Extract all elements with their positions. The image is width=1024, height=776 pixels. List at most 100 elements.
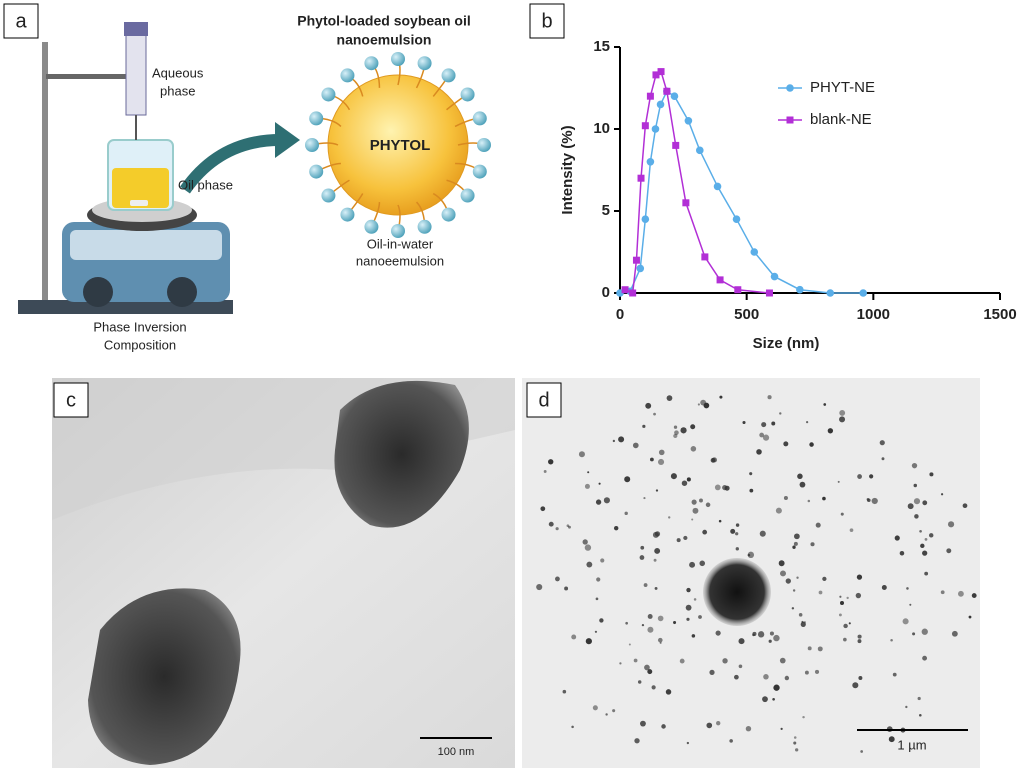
data-point <box>732 215 741 223</box>
speckle <box>838 613 842 617</box>
speckle <box>647 669 653 675</box>
data-point <box>682 199 690 207</box>
speckle <box>624 476 631 483</box>
speckle <box>902 618 909 625</box>
speckle <box>783 441 789 447</box>
arrow <box>180 134 281 194</box>
scale-bar-label: 1 µm <box>897 737 926 752</box>
speckle <box>613 525 619 531</box>
data-point <box>629 289 637 297</box>
speckle <box>661 724 666 729</box>
speckle <box>759 432 765 438</box>
speckle <box>802 715 805 719</box>
speckle <box>585 638 592 645</box>
speckle <box>922 500 928 506</box>
surfactant-head <box>305 138 319 152</box>
speckle <box>752 633 755 637</box>
speckle <box>800 621 806 627</box>
speckle <box>619 662 622 665</box>
speckle <box>846 596 849 600</box>
speckle <box>624 511 628 516</box>
speckle <box>762 434 770 441</box>
speckle <box>762 696 768 703</box>
speckle <box>679 658 685 664</box>
data-point <box>657 68 665 76</box>
speckle <box>683 535 688 541</box>
data-point <box>646 158 655 166</box>
method-label: Phase Inversion <box>93 319 186 334</box>
speckle <box>951 630 958 637</box>
speckle <box>709 669 715 675</box>
surfactant-head <box>472 164 487 179</box>
oil-phase-label: Oil phase <box>178 177 233 192</box>
y-tick-label: 0 <box>602 284 610 301</box>
data-point <box>796 285 804 294</box>
speckle <box>785 578 791 584</box>
speckle <box>756 449 762 455</box>
speckle <box>693 598 697 601</box>
speckle <box>692 507 699 514</box>
speckle <box>792 589 796 592</box>
aqueous-label: phase <box>160 83 195 98</box>
speckle <box>673 621 677 625</box>
speckle <box>796 576 799 579</box>
stand-pole <box>42 42 48 304</box>
speckle <box>839 416 846 423</box>
data-point <box>621 286 629 294</box>
speckle <box>779 412 782 415</box>
speckle <box>773 634 780 642</box>
speckle <box>595 597 599 601</box>
speckle <box>612 439 616 443</box>
speckle <box>644 664 650 671</box>
speckle <box>879 440 885 446</box>
surfactant-head <box>441 207 456 222</box>
speckle <box>605 713 608 716</box>
data-point <box>637 174 645 182</box>
speckle <box>642 424 646 428</box>
speckle <box>730 528 736 534</box>
central-droplet <box>703 558 771 626</box>
speckle <box>778 560 785 567</box>
surfactant-head <box>340 68 355 83</box>
speckle <box>643 583 648 587</box>
speckle <box>555 527 559 531</box>
surfactant-head <box>472 111 487 126</box>
speckle <box>548 521 554 527</box>
data-point <box>765 289 773 297</box>
core-label: PHYTOL <box>370 137 431 154</box>
chart: Size (nm) Intensity (%) 0 5 10 15 0 500 1000 15… <box>559 38 1017 352</box>
speckle <box>594 630 598 633</box>
speckle <box>543 470 547 473</box>
speckle <box>771 421 776 426</box>
syringe-plunger <box>124 22 148 36</box>
speckle <box>749 472 753 476</box>
y-axis-label: Intensity (%) <box>559 125 576 214</box>
speckle <box>858 676 863 680</box>
surfactant-head <box>321 87 336 102</box>
speckle <box>699 498 703 503</box>
speckle <box>958 590 964 597</box>
speckle <box>566 524 570 528</box>
speckle <box>651 685 656 690</box>
speckle <box>775 507 782 514</box>
surfactant-head <box>364 56 379 71</box>
speckle <box>797 473 803 480</box>
illustration-title: Phytol-loaded soybean oil <box>297 13 470 29</box>
speckle <box>747 551 755 559</box>
data-point <box>672 141 680 149</box>
surfactant-head <box>309 164 324 179</box>
panel-label: a <box>15 10 27 32</box>
label-box <box>529 3 565 39</box>
series-line <box>619 90 864 294</box>
speckle <box>922 655 928 661</box>
data-point <box>646 92 654 100</box>
speckle <box>714 484 721 491</box>
speckle <box>742 420 746 425</box>
speckle <box>715 630 721 636</box>
speckle <box>823 403 827 406</box>
speckle <box>793 741 797 745</box>
knob <box>83 277 113 307</box>
emulsion-label: Oil-in-water <box>367 236 434 251</box>
data-point <box>716 276 724 284</box>
panel-c <box>52 378 515 768</box>
